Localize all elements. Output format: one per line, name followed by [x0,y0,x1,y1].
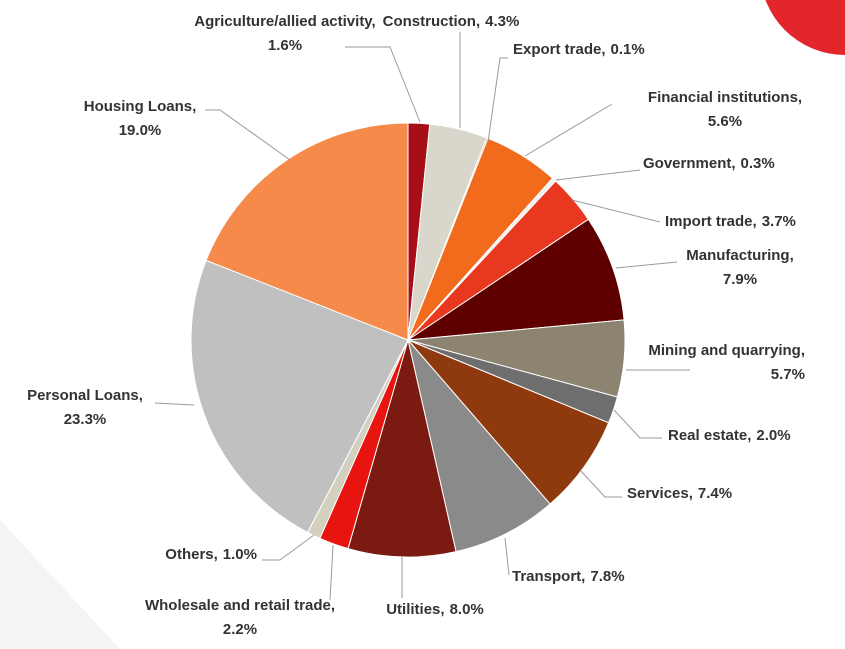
pie-slice [347,339,457,558]
pie-slice [205,122,409,341]
leader-line [329,544,334,601]
category-label: Agriculture/allied activity, [194,13,375,30]
leader-line [613,409,662,439]
value-label: 23.3% [64,411,107,428]
leader-line [154,402,195,406]
category-label: Others, [165,546,218,563]
category-label: Construction, [383,13,481,30]
category-label: Export trade, [513,41,606,58]
value-label: 7.9% [723,271,757,288]
data-label: Personal Loans, 23.3% [27,387,143,428]
category-label: Government, [643,155,736,172]
data-label: Manufacturing, 7.9% [686,247,794,288]
value-label: 1.0% [223,546,257,563]
category-label: Financial institutions, [648,89,802,106]
category-label: Housing Loans, [84,98,197,115]
data-label: Government, 0.3% [643,155,775,172]
leader-line [262,534,315,561]
category-label: Transport, [512,568,585,585]
value-label: 0.3% [741,155,775,172]
data-label: Housing Loans, 19.0% [84,98,197,139]
data-label: Import trade, 3.7% [665,213,796,230]
data-label: Construction, 4.3% [383,13,520,30]
category-label: Personal Loans, [27,387,143,404]
category-label: Real estate, [668,427,751,444]
pie-slice [407,339,551,553]
category-label: Wholesale and retail trade, [145,597,335,614]
data-label: Mining and quarrying, 5.7% [648,342,805,383]
value-label: 7.4% [698,485,732,502]
category-label: Utilities, [386,601,444,618]
data-label: Utilities, 8.0% [386,601,484,618]
value-label: 8.0% [450,601,484,618]
leader-line [555,169,641,181]
leader-line [524,103,613,157]
pie-slice [190,259,409,534]
leader-line [487,57,508,143]
data-label: Transport, 7.8% [512,568,625,585]
value-label: 2.2% [223,621,257,638]
leader-line [571,199,661,223]
decor-shape [0,520,120,649]
value-label: 2.0% [756,427,790,444]
decor-circle [765,0,845,55]
data-label: Financial institutions, 5.6% [648,89,802,130]
data-label: Others, 1.0% [165,546,257,563]
leader-line [345,46,421,123]
data-label: Export trade, 0.1% [513,41,645,58]
category-label: Mining and quarrying, [648,342,805,359]
value-label: 5.6% [708,113,742,130]
category-label: Import trade, [665,213,757,230]
leader-line [615,261,678,269]
pie-slice [407,339,610,505]
leader-line [504,537,510,576]
leader-line [205,109,291,161]
value-label: 5.7% [771,366,805,383]
category-label: Manufacturing, [686,247,794,264]
data-label: Wholesale and retail trade, 2.2% [145,597,335,638]
data-label: Services, 7.4% [627,485,732,502]
value-label: 0.1% [611,41,645,58]
value-label: 7.8% [590,568,624,585]
data-label: Agriculture/allied activity, 1.6% [194,13,375,54]
pie-slice [407,218,625,341]
leader-line [579,469,622,498]
value-label: 19.0% [119,122,162,139]
value-label: 4.3% [485,13,519,30]
value-label: 1.6% [268,37,302,54]
value-label: 3.7% [762,213,796,230]
data-label: Real estate, 2.0% [668,427,791,444]
category-label: Services, [627,485,693,502]
